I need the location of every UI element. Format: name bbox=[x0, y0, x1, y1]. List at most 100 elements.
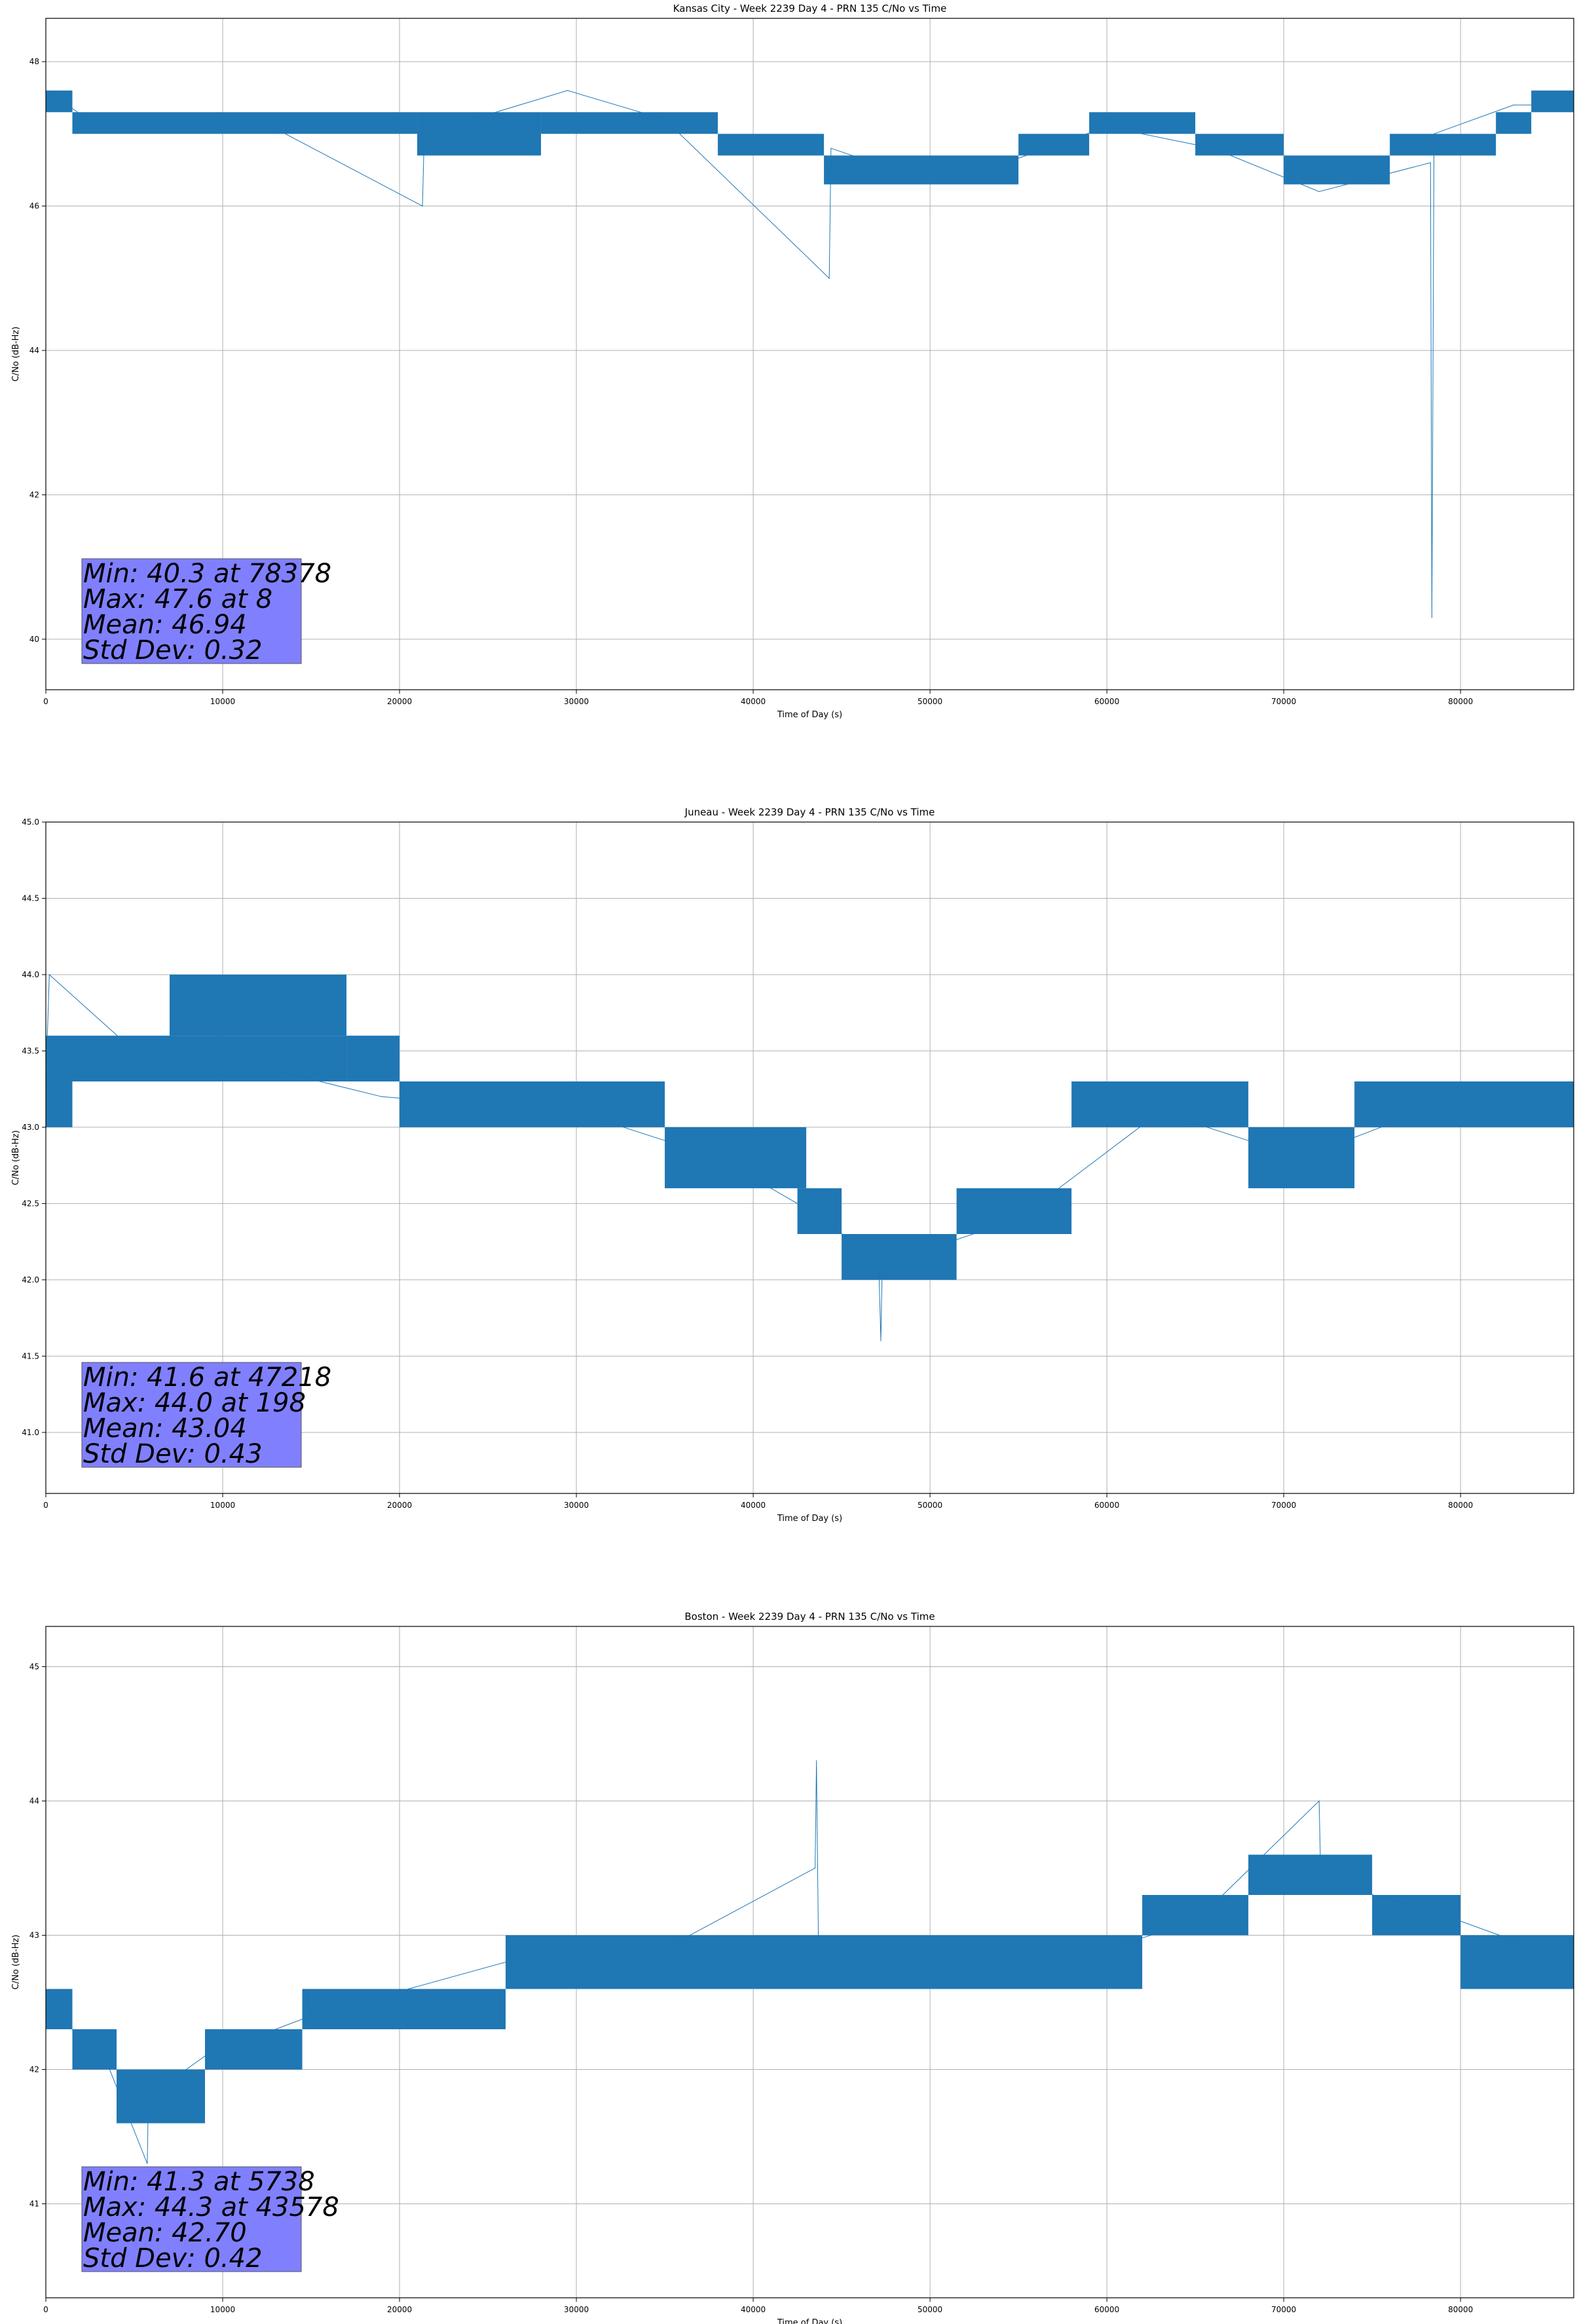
y-tick-label: 41 bbox=[29, 2200, 39, 2209]
y-tick-label: 46 bbox=[29, 202, 39, 211]
data-point bbox=[717, 1157, 718, 1159]
data-layer bbox=[46, 973, 1574, 1341]
data-point bbox=[1460, 1096, 1461, 1097]
chart-title: Boston - Week 2239 Day 4 - PRN 135 C/No … bbox=[684, 1611, 935, 1622]
y-tick-label: 42.0 bbox=[22, 1275, 39, 1284]
data-band bbox=[1142, 1895, 1249, 1936]
x-tick-label: 50000 bbox=[918, 1501, 942, 1510]
x-tick-label: 70000 bbox=[1271, 697, 1296, 706]
data-point bbox=[878, 1264, 880, 1265]
x-tick-label: 0 bbox=[43, 697, 48, 706]
stats-box-background bbox=[81, 1362, 302, 1468]
data-band bbox=[1390, 134, 1496, 156]
x-tick-label: 80000 bbox=[1448, 1501, 1473, 1510]
data-point bbox=[1212, 147, 1214, 149]
stats-box-background bbox=[81, 2166, 302, 2272]
stats-line: Min: 41.3 at 5738 bbox=[83, 2167, 315, 2197]
data-point bbox=[881, 1264, 883, 1265]
x-tick-label: 60000 bbox=[1094, 2305, 1119, 2314]
x-tick-label: 70000 bbox=[1271, 1501, 1296, 1510]
x-axis-label: Time of Day (s) bbox=[777, 2318, 842, 2324]
y-tick-label: 42 bbox=[29, 2065, 39, 2074]
y-tick-label: 45 bbox=[29, 1662, 39, 1672]
stats-line: Min: 41.6 at 47218 bbox=[83, 1362, 331, 1393]
data-band bbox=[72, 112, 418, 134]
data-band bbox=[417, 112, 542, 156]
data-point bbox=[1018, 1218, 1019, 1220]
data-band bbox=[1195, 134, 1284, 156]
data-band bbox=[170, 974, 347, 1036]
x-tick-label: 10000 bbox=[210, 2305, 235, 2314]
data-band bbox=[72, 1036, 347, 1082]
x-tick-label: 40000 bbox=[741, 697, 766, 706]
stats-line: Max: 44.0 at 198 bbox=[83, 1388, 306, 1418]
series-line bbox=[46, 973, 1574, 1341]
y-tick-label: 43.0 bbox=[22, 1123, 39, 1132]
data-point bbox=[965, 176, 966, 178]
data-point bbox=[98, 126, 100, 127]
y-tick-label: 43 bbox=[29, 1931, 39, 1940]
chart-panel-1: Kansas City - Week 2239 Day 4 - PRN 135 … bbox=[11, 3, 1574, 720]
x-tick-label: 50000 bbox=[918, 697, 942, 706]
data-band bbox=[956, 1188, 1072, 1234]
stats-line: Max: 44.3 at 43578 bbox=[83, 2192, 339, 2222]
axes-frame bbox=[45, 1626, 1574, 2298]
stats-line: Std Dev: 0.43 bbox=[83, 1439, 263, 1469]
data-layer bbox=[46, 1760, 1574, 2164]
x-tick-label: 0 bbox=[43, 1501, 48, 1510]
data-band bbox=[824, 155, 1019, 185]
data-band bbox=[1248, 1854, 1373, 1895]
y-tick-label: 42.5 bbox=[22, 1199, 39, 1208]
x-tick-label: 70000 bbox=[1271, 2305, 1296, 2314]
data-band bbox=[117, 2069, 206, 2124]
stats-line: Mean: 46.94 bbox=[83, 610, 247, 640]
series-line bbox=[46, 1760, 1574, 2164]
stats-line: Std Dev: 0.32 bbox=[83, 635, 263, 665]
y-tick-label: 42 bbox=[29, 490, 39, 499]
data-point bbox=[1430, 162, 1431, 164]
x-tick-label: 30000 bbox=[564, 2305, 589, 2314]
x-tick-label: 30000 bbox=[564, 697, 589, 706]
y-tick-label: 45.0 bbox=[22, 817, 39, 827]
data-layer bbox=[46, 90, 1574, 618]
data-point bbox=[880, 1340, 881, 1341]
data-band bbox=[46, 1036, 73, 1127]
data-band bbox=[72, 2029, 117, 2070]
data-point bbox=[381, 1096, 382, 1097]
data-band bbox=[541, 112, 718, 134]
y-tick-label: 43.5 bbox=[22, 1046, 39, 1055]
series-line bbox=[46, 90, 1574, 618]
y-tick-label: 40 bbox=[29, 635, 39, 644]
data-band bbox=[346, 1036, 400, 1082]
x-tick-label: 40000 bbox=[741, 2305, 766, 2314]
data-point bbox=[148, 2095, 149, 2097]
x-tick-label: 60000 bbox=[1094, 1501, 1119, 1510]
x-tick-label: 50000 bbox=[918, 2305, 942, 2314]
y-axis-label: C/No (dB-Hz) bbox=[11, 1935, 21, 1990]
x-axis-label: Time of Day (s) bbox=[777, 1514, 842, 1524]
chart-title: Juneau - Week 2239 Day 4 - PRN 135 C/No … bbox=[684, 806, 935, 818]
data-band bbox=[46, 1989, 73, 2029]
data-point bbox=[816, 1760, 817, 1761]
data-band bbox=[399, 1081, 665, 1127]
data-point bbox=[1301, 1157, 1302, 1159]
data-point bbox=[98, 2042, 100, 2044]
data-point bbox=[48, 974, 50, 975]
data-band bbox=[302, 1989, 506, 2029]
chart-panel-2: Juneau - Week 2239 Day 4 - PRN 135 C/No … bbox=[11, 806, 1574, 1524]
data-band bbox=[1089, 112, 1196, 134]
x-tick-label: 0 bbox=[43, 2305, 48, 2314]
data-band bbox=[1460, 1935, 1574, 1989]
x-tick-label: 60000 bbox=[1094, 697, 1119, 706]
data-band bbox=[1496, 112, 1532, 134]
y-tick-label: 44 bbox=[29, 346, 39, 355]
y-axis-label: C/No (dB-Hz) bbox=[11, 1131, 21, 1186]
data-point bbox=[204, 2055, 206, 2057]
data-band bbox=[1018, 134, 1090, 156]
data-band bbox=[718, 134, 825, 156]
y-axis-label: C/No (dB-Hz) bbox=[11, 327, 21, 382]
chart-title: Kansas City - Week 2239 Day 4 - PRN 135 … bbox=[673, 3, 947, 14]
